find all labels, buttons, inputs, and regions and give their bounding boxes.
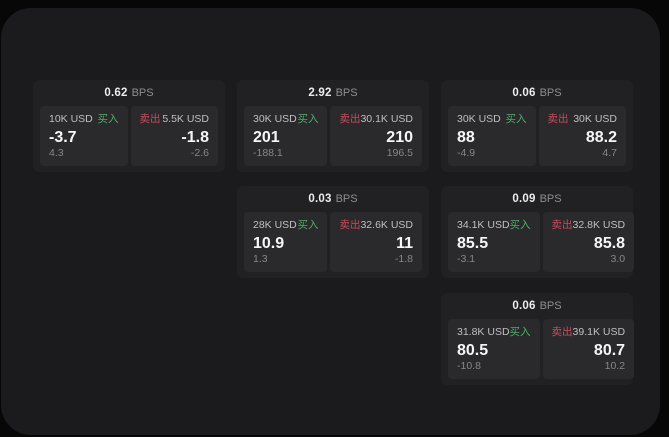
sell-price: -1.8 — [181, 129, 209, 146]
card-header: 0.09 BPS — [441, 186, 633, 212]
sell-label: 卖出 — [339, 113, 361, 125]
buy-panel[interactable]: 34.1K USD 买入 85.5 -3.1 — [448, 212, 540, 272]
buy-panel[interactable]: 10K USD 买入 -3.7 4.3 — [40, 106, 128, 166]
sell-panel[interactable]: 卖出 30K USD 88.2 4.7 — [538, 106, 626, 166]
buy-delta: -188.1 — [253, 147, 283, 159]
sell-delta: -1.8 — [394, 253, 413, 265]
sell-panel[interactable]: 卖出 30.1K USD 210 196.5 — [330, 106, 422, 166]
sell-panel[interactable]: 卖出 5.5K USD -1.8 -2.6 — [130, 106, 218, 166]
bps-unit-label: BPS — [539, 193, 562, 205]
card-body: 30K USD 买入 88 -4.9 卖出 30K USD 88.2 4.7 — [441, 106, 633, 166]
buy-delta: -4.9 — [457, 147, 476, 159]
card-header: 0.03 BPS — [237, 186, 429, 212]
sell-delta: 196.5 — [386, 147, 413, 159]
bps-value: 0.62 — [104, 87, 128, 99]
buy-amount: 31.8K USD — [457, 326, 510, 338]
card-header: 0.62 BPS — [33, 80, 225, 106]
card-header: 0.06 BPS — [441, 293, 633, 319]
quote-card-3: 0.03 BPS 28K USD 买入 10.9 1.3 卖出 32.6K US… — [237, 186, 429, 278]
buy-amount: 30K USD — [253, 113, 297, 125]
bps-value: 0.09 — [512, 193, 536, 205]
buy-label: 买入 — [297, 219, 319, 231]
buy-label: 买入 — [509, 326, 531, 338]
buy-price: -3.7 — [49, 129, 77, 146]
card-header: 2.92 BPS — [237, 80, 429, 106]
sell-price: 11 — [396, 235, 413, 252]
sell-delta: 3.0 — [610, 253, 626, 265]
buy-amount: 10K USD — [49, 113, 93, 125]
card-body: 34.1K USD 买入 85.5 -3.1 卖出 32.8K USD 85.8… — [441, 212, 635, 272]
quote-card-5: 0.06 BPS 31.8K USD 买入 80.5 -10.8 卖出 39.1… — [441, 293, 635, 385]
buy-amount: 28K USD — [253, 219, 297, 231]
buy-delta: -3.1 — [457, 253, 476, 265]
sell-label: 卖出 — [339, 219, 361, 231]
sell-amount: 5.5K USD — [162, 113, 209, 125]
buy-label: 买入 — [297, 113, 319, 125]
buy-delta: -10.8 — [457, 360, 481, 372]
buy-price: 88 — [457, 129, 475, 146]
sell-amount: 30.1K USD — [360, 113, 413, 125]
buy-panel[interactable]: 31.8K USD 买入 80.5 -10.8 — [448, 319, 540, 379]
sell-price: 210 — [386, 129, 413, 146]
sell-delta: 10.2 — [604, 360, 626, 372]
quote-card-1: 2.92 BPS 30K USD 买入 201 -188.1 卖出 30.1K … — [237, 80, 429, 172]
card-body: 30K USD 买入 201 -188.1 卖出 30.1K USD 210 1… — [237, 106, 429, 166]
sell-panel[interactable]: 卖出 39.1K USD 80.7 10.2 — [542, 319, 635, 379]
buy-price: 201 — [253, 129, 280, 146]
sell-price: 85.8 — [593, 235, 626, 252]
sell-panel[interactable]: 卖出 32.8K USD 85.8 3.0 — [542, 212, 635, 272]
sell-panel[interactable]: 卖出 32.6K USD 11 -1.8 — [330, 212, 422, 272]
buy-amount: 34.1K USD — [457, 219, 510, 231]
sell-label: 卖出 — [551, 326, 573, 338]
buy-price: 80.5 — [457, 342, 489, 359]
sell-delta: -2.6 — [190, 147, 209, 159]
sell-label: 卖出 — [547, 113, 569, 125]
sell-amount: 32.8K USD — [572, 219, 626, 231]
sell-amount: 30K USD — [573, 113, 617, 125]
buy-label: 买入 — [505, 113, 527, 125]
card-body: 31.8K USD 买入 80.5 -10.8 卖出 39.1K USD 80.… — [441, 319, 635, 379]
card-header: 0.06 BPS — [441, 80, 633, 106]
sell-price: 88.2 — [585, 129, 617, 146]
buy-price: 10.9 — [253, 235, 285, 252]
bps-value: 0.06 — [512, 87, 536, 99]
bps-unit-label: BPS — [539, 87, 562, 99]
bps-value: 2.92 — [308, 87, 332, 99]
bps-unit-label: BPS — [335, 193, 358, 205]
buy-delta: 1.3 — [253, 253, 268, 265]
bps-unit-label: BPS — [539, 300, 562, 312]
quote-card-0: 0.62 BPS 10K USD 买入 -3.7 4.3 卖出 5.5K USD… — [33, 80, 225, 172]
sell-label: 卖出 — [551, 219, 573, 231]
buy-label: 买入 — [97, 113, 119, 125]
buy-label: 买入 — [509, 219, 531, 231]
buy-panel[interactable]: 30K USD 买入 201 -188.1 — [244, 106, 328, 166]
sell-price: 80.7 — [593, 342, 626, 359]
buy-delta: 4.3 — [49, 147, 64, 159]
card-body: 10K USD 买入 -3.7 4.3 卖出 5.5K USD -1.8 -2.… — [33, 106, 225, 166]
buy-price: 85.5 — [457, 235, 489, 252]
bps-unit-label: BPS — [335, 87, 358, 99]
bps-value: 0.03 — [308, 193, 332, 205]
sell-amount: 39.1K USD — [572, 326, 626, 338]
buy-panel[interactable]: 28K USD 买入 10.9 1.3 — [244, 212, 328, 272]
sell-label: 卖出 — [139, 113, 161, 125]
bps-value: 0.06 — [512, 300, 536, 312]
buy-amount: 30K USD — [457, 113, 501, 125]
buy-panel[interactable]: 30K USD 买入 88 -4.9 — [448, 106, 536, 166]
sell-delta: 4.7 — [602, 147, 617, 159]
sell-amount: 32.6K USD — [360, 219, 413, 231]
card-body: 28K USD 买入 10.9 1.3 卖出 32.6K USD 11 -1.8 — [237, 212, 429, 272]
bps-unit-label: BPS — [131, 87, 154, 99]
quote-card-4: 0.09 BPS 34.1K USD 买入 85.5 -3.1 卖出 32.8K… — [441, 186, 635, 278]
quote-card-2: 0.06 BPS 30K USD 买入 88 -4.9 卖出 30K USD 8… — [441, 80, 633, 172]
